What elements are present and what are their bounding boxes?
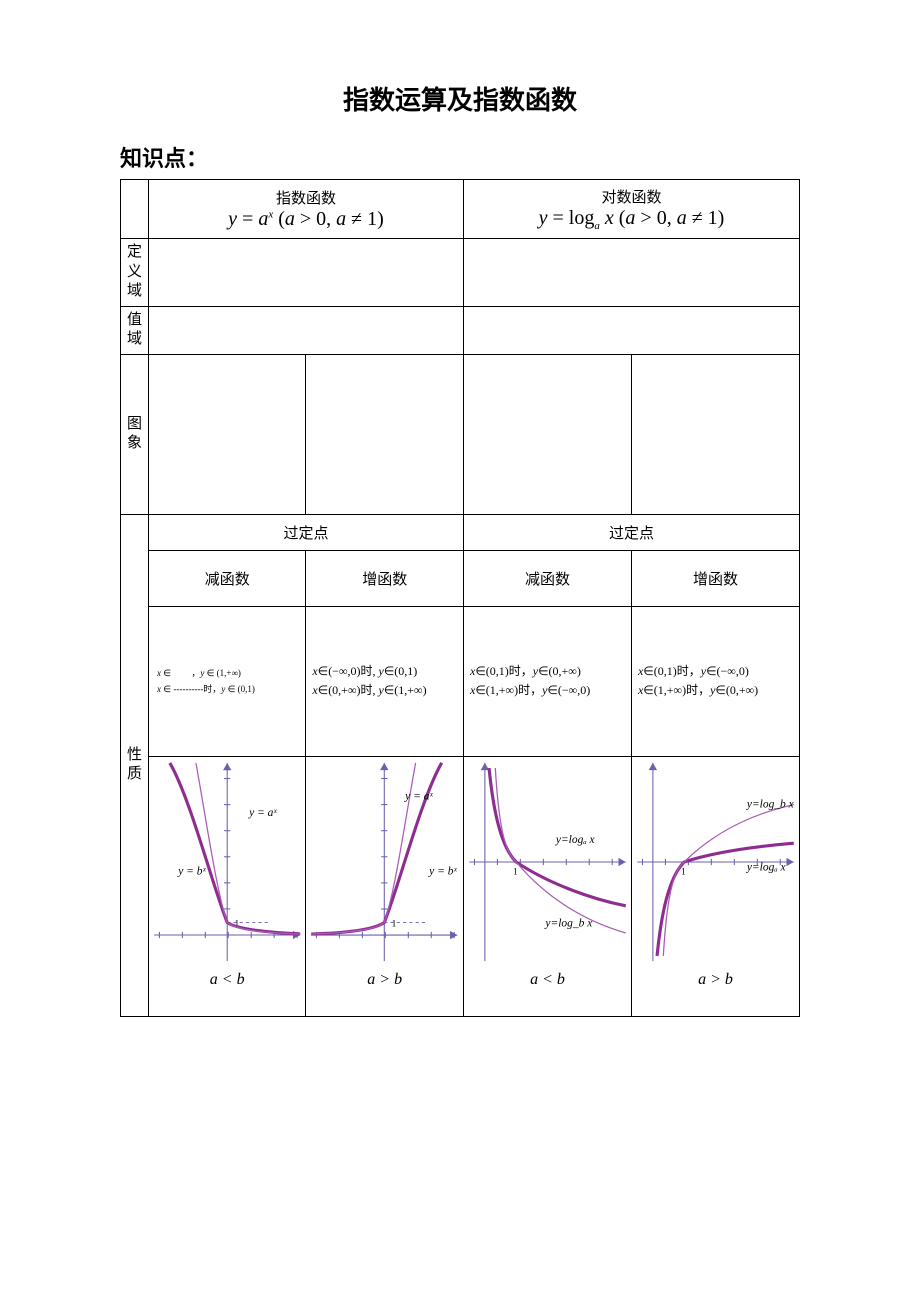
cell-log-domain	[463, 239, 799, 307]
caption-log-agtb: a > b	[632, 967, 799, 989]
cell-graph-log-agtb: 1 y=logₐ x y=log_b x a > b	[631, 756, 799, 1016]
cell-log-range	[463, 306, 799, 354]
cell-exp-inc: 增函数	[306, 550, 464, 606]
svg-text:y = aˣ: y = aˣ	[248, 807, 277, 819]
cell-exp-graph-2	[306, 354, 464, 514]
svg-text:y = aˣ: y = aˣ	[405, 790, 434, 802]
rowlabel-property: 性质	[121, 514, 149, 1016]
caption-exp-altb: a < b	[149, 967, 305, 989]
log-name: 对数函数	[468, 186, 795, 207]
cell-log-graph-2	[631, 354, 799, 514]
exp-formula: y = ax (a > 0, a ≠ 1)	[153, 208, 459, 231]
cell-exp-domain	[149, 239, 464, 307]
svg-text:y=logₐ x: y=logₐ x	[746, 861, 786, 873]
cell-log-fixedpoint: 过定点	[463, 514, 799, 550]
caption-log-altb: a < b	[464, 967, 631, 989]
log-formula: y = loga x (a > 0, a ≠ 1)	[468, 207, 795, 232]
svg-text:y=log_b x: y=log_b x	[544, 917, 592, 929]
function-graph: 1 y=logₐ x y=log_b x	[632, 757, 799, 967]
function-graph: 1y = aˣy = bˣ	[149, 757, 305, 967]
cell-log-graph-1	[463, 354, 631, 514]
svg-text:1: 1	[513, 867, 518, 877]
caption-exp-agtb: a > b	[306, 967, 463, 989]
cell-log-dec-intervals: x∈(0,1)时，y∈(0,+∞)x∈(1,+∞)时，y∈(−∞,0)	[463, 606, 631, 756]
svg-text:y = bˣ: y = bˣ	[429, 865, 458, 877]
rowlabel-range: 值域	[121, 306, 149, 354]
cell-graph-exp-agtb: 1 y = aˣ y = bˣ a > b	[306, 756, 464, 1016]
cell-exp-graph-1	[149, 354, 306, 514]
cell-graph-log-altb: 1 y=logₐ x y=log_b x a < b	[463, 756, 631, 1016]
svg-text:y=logₐ x: y=logₐ x	[555, 834, 595, 846]
cell-graph-exp-altb: 1y = aˣy = bˣ a < b	[149, 756, 306, 1016]
comparison-table: 指数函数 y = ax (a > 0, a ≠ 1) 对数函数 y = loga…	[120, 179, 800, 1017]
rowlabel-domain: 定义域	[121, 239, 149, 307]
svg-text:1: 1	[681, 867, 686, 877]
header-log: 对数函数 y = loga x (a > 0, a ≠ 1)	[463, 180, 799, 239]
cell-exp-dec-intervals: x ∈ ，y ∈ (1,+∞)x ∈ ----------时，y ∈ (0,1)	[149, 606, 306, 756]
svg-text:y=log_b x: y=log_b x	[746, 798, 794, 810]
cell-exp-inc-intervals: x∈(−∞,0)时, y∈(0,1)x∈(0,+∞)时, y∈(1,+∞)	[306, 606, 464, 756]
header-exp: 指数函数 y = ax (a > 0, a ≠ 1)	[149, 180, 464, 239]
function-graph: 1 y = aˣ y = bˣ	[306, 757, 463, 967]
cell-exp-range	[149, 306, 464, 354]
corner-cell	[121, 180, 149, 239]
cell-exp-fixedpoint: 过定点	[149, 514, 464, 550]
cell-exp-dec: 减函数	[149, 550, 306, 606]
function-graph: 1 y=logₐ x y=log_b x	[464, 757, 631, 967]
svg-text:y = bˣ: y = bˣ	[177, 865, 206, 877]
section-heading: 知识点：	[120, 141, 800, 173]
exp-name: 指数函数	[153, 187, 459, 208]
cell-log-inc: 增函数	[631, 550, 799, 606]
cell-log-dec: 减函数	[463, 550, 631, 606]
cell-log-inc-intervals: x∈(0,1)时，y∈(−∞,0)x∈(1,+∞)时，y∈(0,+∞)	[631, 606, 799, 756]
rowlabel-graph: 图象	[121, 354, 149, 514]
page-title: 指数运算及指数函数	[120, 80, 800, 117]
svg-text:1: 1	[392, 919, 397, 929]
